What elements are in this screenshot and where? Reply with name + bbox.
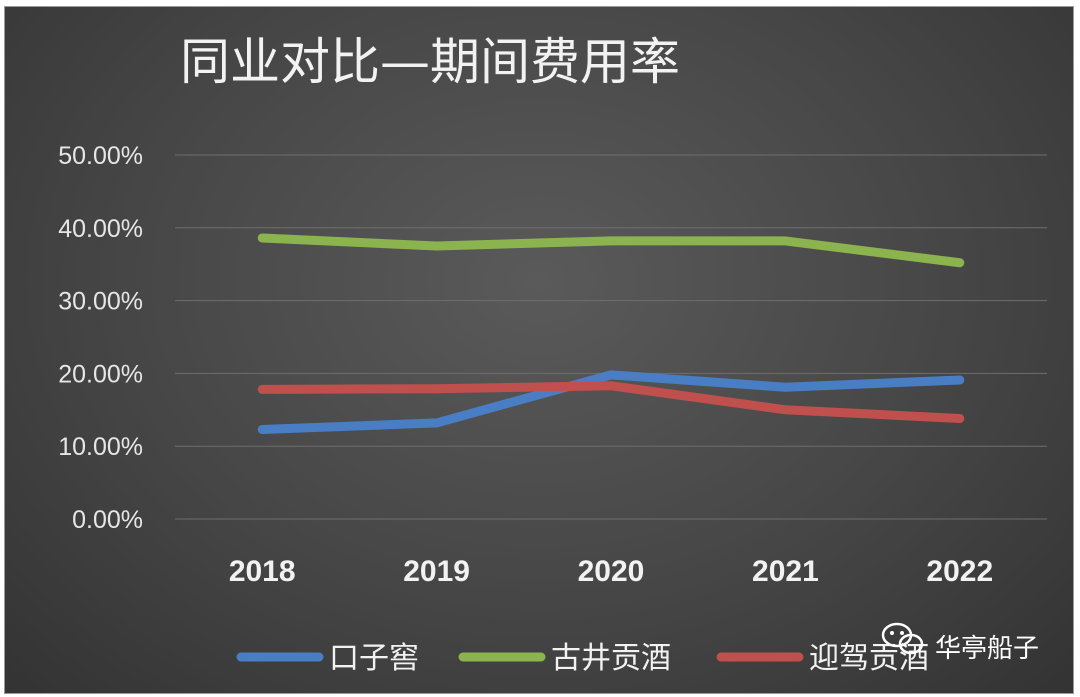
series-layer — [257, 233, 965, 434]
y-tick-label: 10.00% — [58, 433, 143, 461]
y-tick-label: 20.00% — [58, 360, 143, 388]
x-tick-label: 2019 — [403, 555, 470, 588]
y-tick-label: 40.00% — [58, 215, 143, 243]
y-axis-ticks: 0.00% 10.00% 20.00% 30.00% 40.00% 50.00% — [58, 142, 143, 534]
series-line — [257, 370, 965, 434]
x-tick-label: 2020 — [578, 555, 645, 588]
legend-label: 口子窖 — [329, 641, 419, 676]
y-tick-label: 0.00% — [72, 506, 143, 534]
x-axis-ticks: 2018 2019 2020 2021 2022 — [229, 555, 993, 588]
legend: 口子窖 古井贡酒 迎驾贡酒 — [236, 641, 929, 676]
watermark-text: 华亭船子 — [935, 634, 1039, 664]
x-tick-label: 2021 — [752, 555, 819, 588]
legend-label: 古井贡酒 — [551, 641, 671, 676]
watermark: 华亭船子 — [881, 622, 1039, 664]
legend-label: 迎驾贡酒 — [809, 641, 929, 676]
y-tick-label: 30.00% — [58, 288, 143, 316]
series-line — [257, 233, 965, 268]
wechat-icon — [881, 622, 924, 655]
x-tick-label: 2022 — [926, 555, 993, 588]
chart-title: 同业对比—期间费用率 — [180, 33, 680, 91]
grid-layer — [175, 154, 1047, 520]
chart-panel: 同业对比—期间费用率 0.00% 10.00% 20.00% 30.00% 40.00%… — [4, 6, 1074, 694]
y-tick-label: 50.00% — [58, 142, 143, 170]
line-chart: 同业对比—期间费用率 0.00% 10.00% 20.00% 30.00% 40.00%… — [58, 33, 1047, 676]
series-line — [257, 381, 965, 424]
x-tick-label: 2018 — [229, 555, 296, 588]
